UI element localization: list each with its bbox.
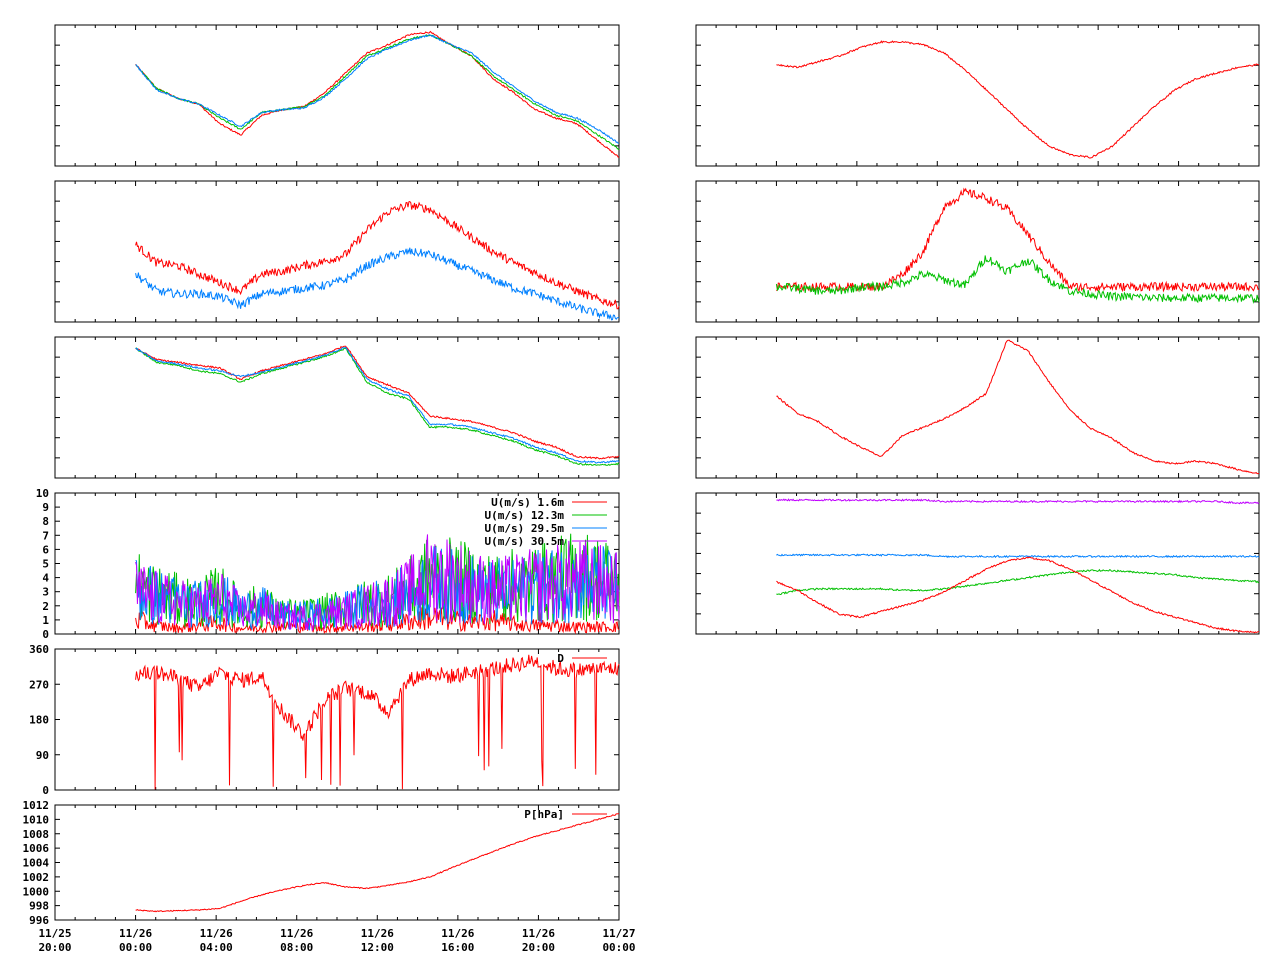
y-tick-label: 270 xyxy=(29,678,49,691)
series-line-right-1-red xyxy=(776,40,1260,159)
y-tick-label: 1010 xyxy=(23,813,50,826)
x-tick-label-time: 00:00 xyxy=(119,941,152,954)
x-tick-label-time: 00:00 xyxy=(602,941,635,954)
chart-panel-left-2 xyxy=(54,180,620,323)
legend-label: U(m/s) 12.3m xyxy=(485,509,565,522)
y-tick-label: 1 xyxy=(42,614,49,627)
series-line-left-3-red xyxy=(135,345,620,460)
y-tick-label: 180 xyxy=(29,714,49,727)
legend-label: U(m/s) 1.6m xyxy=(491,496,564,509)
y-tick-label: 1000 xyxy=(23,885,50,898)
series-line-left-3-green xyxy=(135,347,620,466)
legend-label: U(m/s) 30.5m xyxy=(485,535,565,548)
x-tick-label-date: 11/26 xyxy=(119,927,152,940)
y-tick-label: 1012 xyxy=(23,799,50,812)
series-line-right-2-green xyxy=(775,255,1260,304)
y-tick-label: 0 xyxy=(42,628,49,641)
series-line-left-2-red xyxy=(135,201,620,310)
chart-panel-right-3 xyxy=(695,336,1260,479)
x-tick-label-time: 04:00 xyxy=(200,941,233,954)
series-line-left-6-p-hpa- xyxy=(135,813,620,913)
series-line-left-2-blue xyxy=(135,247,620,321)
series-line-left-3-blue xyxy=(135,346,620,464)
series-line-right-2-red xyxy=(776,187,1260,293)
plot-frame xyxy=(695,336,1260,479)
x-tick-label-date: 11/26 xyxy=(361,927,394,940)
y-tick-label: 360 xyxy=(29,643,49,656)
plot-frame xyxy=(695,180,1260,323)
series-line-left-4-u-m-s-1-6m xyxy=(135,607,620,635)
y-tick-label: 2 xyxy=(42,600,49,613)
plot-frame xyxy=(54,24,620,167)
y-tick-label: 998 xyxy=(29,900,49,913)
x-tick-label-time: 20:00 xyxy=(522,941,555,954)
x-tick-label-date: 11/26 xyxy=(441,927,474,940)
y-tick-label: 1006 xyxy=(23,842,50,855)
chart-panel-left-5: 0 90 180 270 360 D xyxy=(29,643,620,797)
legend-label: D xyxy=(557,652,564,665)
x-tick-label-time: 12:00 xyxy=(361,941,394,954)
series-line-left-1-green xyxy=(135,34,620,151)
series-line-right-4-red xyxy=(776,556,1260,634)
y-tick-label: 7 xyxy=(42,529,49,542)
y-tick-label: 5 xyxy=(42,558,49,571)
y-tick-label: 4 xyxy=(42,572,49,585)
y-tick-label: 996 xyxy=(29,914,49,927)
plot-frame xyxy=(54,648,620,791)
x-tick-label-date: 11/26 xyxy=(200,927,233,940)
chart-panel-right-4 xyxy=(695,492,1260,635)
x-tick-label-date: 11/27 xyxy=(602,927,635,940)
y-tick-label: 90 xyxy=(36,749,49,762)
y-tick-label: 3 xyxy=(42,586,49,599)
series-line-left-4-u-m-s-30-5m xyxy=(135,534,620,632)
legend-label: U(m/s) 29.5m xyxy=(485,522,565,535)
plot-frame xyxy=(54,336,620,479)
series-line-right-3-red xyxy=(776,339,1260,475)
legend-label: P[hPa] xyxy=(524,808,564,821)
y-tick-label: 1008 xyxy=(23,828,50,841)
y-tick-label: 6 xyxy=(42,543,49,556)
x-tick-label-date: 11/26 xyxy=(280,927,313,940)
plot-frame xyxy=(695,492,1260,635)
y-tick-label: 1004 xyxy=(23,857,50,870)
y-tick-label: 10 xyxy=(36,487,49,500)
chart-panel-right-2 xyxy=(695,180,1260,323)
chart-panel-right-1 xyxy=(695,24,1260,167)
series-line-left-1-red xyxy=(135,30,620,158)
series-line-right-4-blue xyxy=(776,553,1260,559)
y-tick-label: 8 xyxy=(42,515,49,528)
series-line-right-4-purple xyxy=(776,498,1260,505)
y-tick-label: 9 xyxy=(42,501,49,514)
series-line-left-5-d xyxy=(135,654,620,790)
plot-frame xyxy=(695,24,1260,167)
y-tick-label: 0 xyxy=(42,784,49,797)
series-line-left-1-blue xyxy=(135,34,620,144)
x-tick-label-time: 20:00 xyxy=(38,941,71,954)
plot-frame xyxy=(54,804,620,921)
x-tick-label-time: 16:00 xyxy=(441,941,474,954)
series-line-right-4-green xyxy=(776,568,1260,596)
x-tick-label-time: 08:00 xyxy=(280,941,313,954)
chart-panel-left-3 xyxy=(54,336,620,479)
x-tick-label-date: 11/26 xyxy=(522,927,555,940)
chart-panel-left-1 xyxy=(54,24,620,167)
y-tick-label: 1002 xyxy=(23,871,50,884)
x-tick-label-date: 11/25 xyxy=(38,927,71,940)
